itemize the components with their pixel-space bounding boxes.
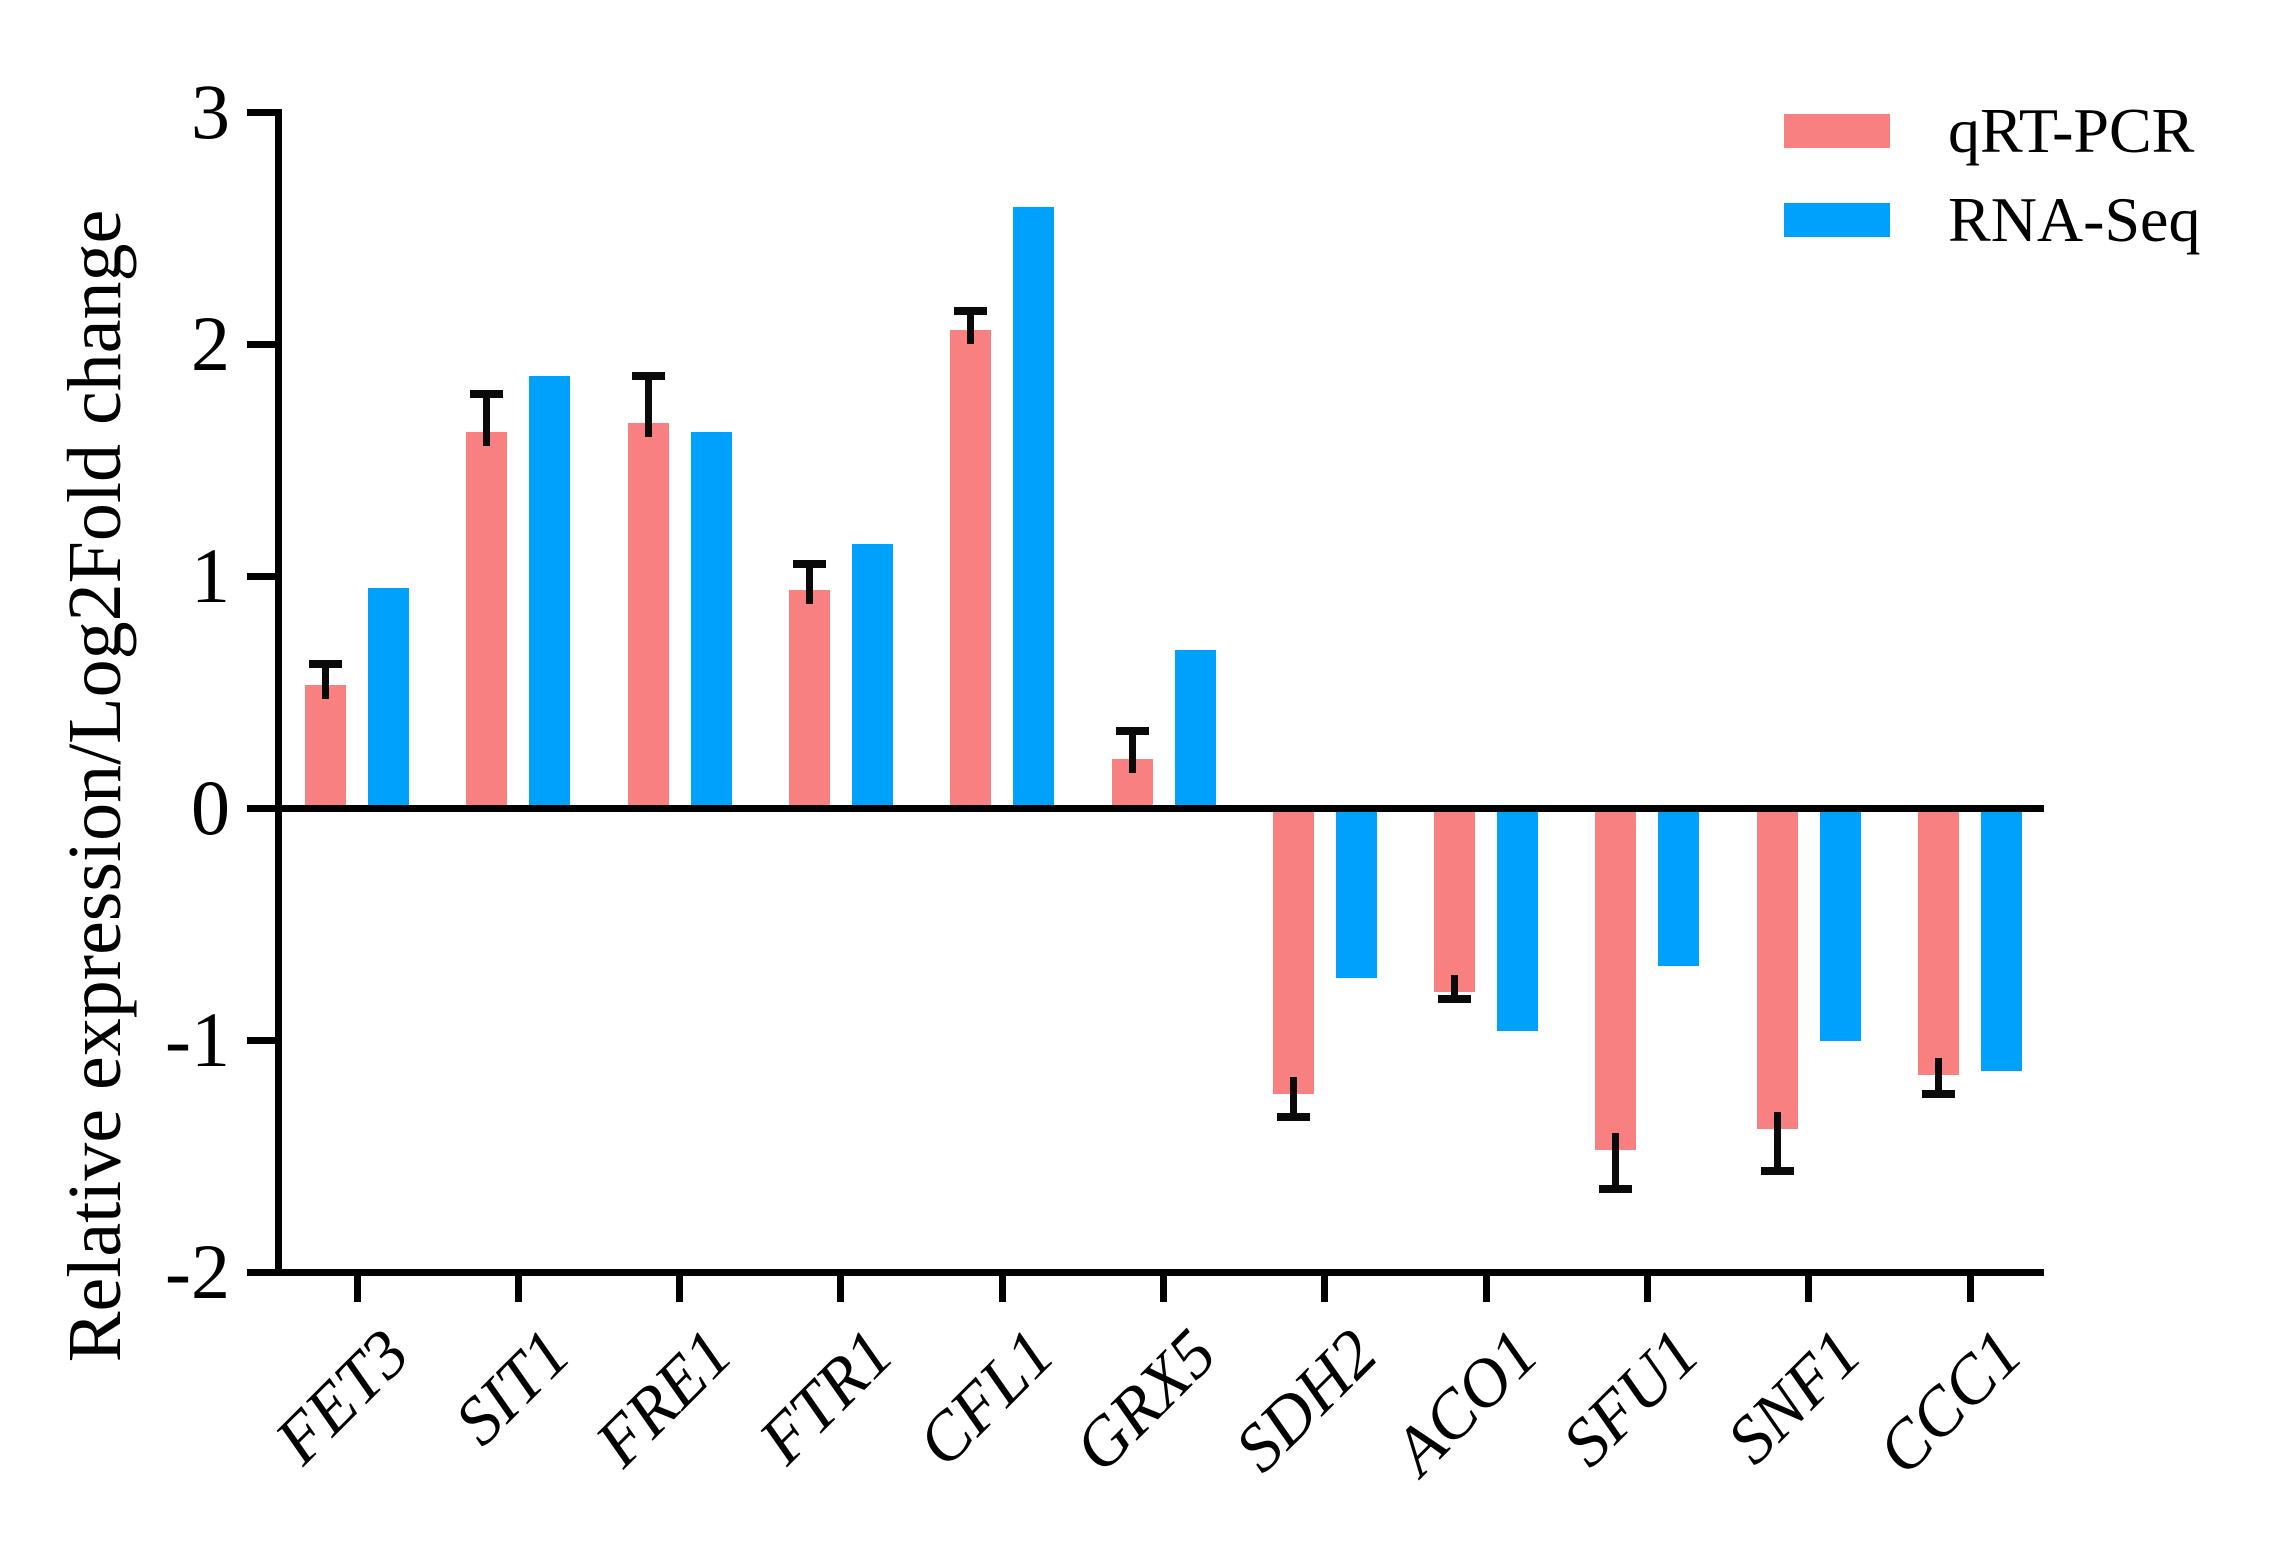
error-bar-cap-FRE1 — [631, 371, 665, 380]
error-bar-cap-FET3 — [309, 659, 342, 668]
bar-RNA-Seq-SNF1 — [1819, 808, 1861, 1041]
y-axis-tick-label-1: 1 — [191, 532, 230, 619]
error-bar-line-FTR1 — [805, 559, 813, 604]
bar-RNA-Seq-FRE1 — [690, 432, 732, 811]
legend-swatch-rna-seq — [1784, 202, 1890, 237]
error-bar-cap-GRX5 — [1115, 726, 1149, 735]
y-axis-tick-label--2: -2 — [165, 1228, 230, 1315]
x-axis-tick-CFL1 — [998, 1275, 1006, 1302]
bar-RNA-Seq-FET3 — [368, 587, 409, 811]
x-axis-tick-FRE1 — [676, 1275, 684, 1302]
bar-RNA-Seq-CFL1 — [1013, 207, 1055, 811]
legend-item-rna-seq: RNA-Seq — [1784, 175, 2200, 264]
bar-qRT-PCR-FRE1 — [627, 422, 669, 811]
error-bar-cap-SNF1 — [1760, 1166, 1794, 1175]
x-axis-tick-FTR1 — [837, 1275, 845, 1302]
error-bar-line-SFU1 — [1612, 1132, 1620, 1194]
zero-line — [278, 804, 2044, 812]
y-axis-tick-2 — [246, 340, 275, 348]
legend-item-qrt-pcr: qRT-PCR — [1784, 86, 2200, 175]
x-axis-tick-FET3 — [353, 1275, 361, 1302]
x-axis-line — [274, 1268, 2044, 1276]
x-axis-tick-CCC1 — [1966, 1275, 1974, 1302]
bar-RNA-Seq-CCC1 — [1981, 808, 2022, 1071]
error-bar-line-SDH2 — [1289, 1077, 1297, 1122]
error-bar-cap-SIT1 — [470, 390, 504, 399]
y-axis-spine — [274, 108, 282, 1276]
error-bar-line-FRE1 — [644, 371, 652, 437]
bar-qRT-PCR-FET3 — [305, 685, 346, 811]
y-axis-tick--1 — [246, 1036, 275, 1044]
bar-qRT-PCR-CCC1 — [1918, 808, 1959, 1076]
bar-RNA-Seq-SFU1 — [1658, 808, 1700, 967]
bar-qRT-PCR-SIT1 — [466, 432, 508, 811]
y-axis-tick-0 — [246, 804, 275, 812]
error-bar-cap-ACO1 — [1438, 994, 1472, 1003]
error-bar-cap-SFU1 — [1599, 1185, 1633, 1194]
y-axis-tick-label-3: 3 — [191, 68, 230, 155]
error-bar-line-GRX5 — [1128, 726, 1136, 774]
legend-swatch-qrt-pcr — [1784, 113, 1890, 148]
bar-qRT-PCR-CFL1 — [950, 330, 992, 811]
bar-qRT-PCR-SFU1 — [1595, 808, 1637, 1150]
x-axis-tick-SIT1 — [514, 1275, 522, 1302]
error-bar-line-CFL1 — [967, 306, 975, 345]
error-bar-cap-SDH2 — [1276, 1113, 1310, 1122]
x-axis-tick-GRX5 — [1160, 1275, 1167, 1302]
bar-RNA-Seq-SDH2 — [1335, 808, 1377, 979]
x-axis-tick-SFU1 — [1643, 1275, 1651, 1302]
error-bar-line-FET3 — [322, 659, 329, 700]
error-bar-cap-CCC1 — [1922, 1090, 1955, 1098]
y-axis-tick-label-0: 0 — [191, 764, 230, 851]
y-axis-tick-label-2: 2 — [191, 300, 230, 387]
error-bar-cap-CFL1 — [954, 306, 988, 315]
x-axis-tick-SDH2 — [1321, 1275, 1329, 1302]
error-bar-cap-FTR1 — [792, 559, 826, 568]
bar-qRT-PCR-ACO1 — [1434, 808, 1476, 992]
bar-RNA-Seq-FTR1 — [851, 543, 893, 811]
legend-label-rna-seq: RNA-Seq — [1948, 183, 2201, 255]
error-bar-line-ACO1 — [1451, 974, 1459, 1003]
bar-qRT-PCR-SDH2 — [1272, 808, 1314, 1095]
legend-label-qrt-pcr: qRT-PCR — [1948, 94, 2195, 166]
bar-qRT-PCR-SNF1 — [1756, 808, 1798, 1129]
error-bar-line-SNF1 — [1773, 1111, 1781, 1175]
y-axis-tick-3 — [246, 108, 275, 116]
legend: qRT-PCR RNA-Seq — [1784, 86, 2200, 264]
y-axis-tick--2 — [246, 1268, 275, 1276]
bar-RNA-Seq-ACO1 — [1497, 808, 1539, 1032]
error-bar-line-SIT1 — [483, 390, 491, 447]
bar-qRT-PCR-FTR1 — [788, 589, 830, 811]
x-axis-tick-SNF1 — [1805, 1275, 1813, 1302]
bar-RNA-Seq-SIT1 — [529, 376, 571, 811]
y-axis-tick-label--1: -1 — [165, 996, 230, 1083]
y-axis-tick-1 — [246, 572, 275, 580]
bar-RNA-Seq-GRX5 — [1174, 650, 1216, 811]
x-axis-tick-ACO1 — [1482, 1275, 1490, 1302]
error-bar-line-CCC1 — [1935, 1058, 1942, 1098]
